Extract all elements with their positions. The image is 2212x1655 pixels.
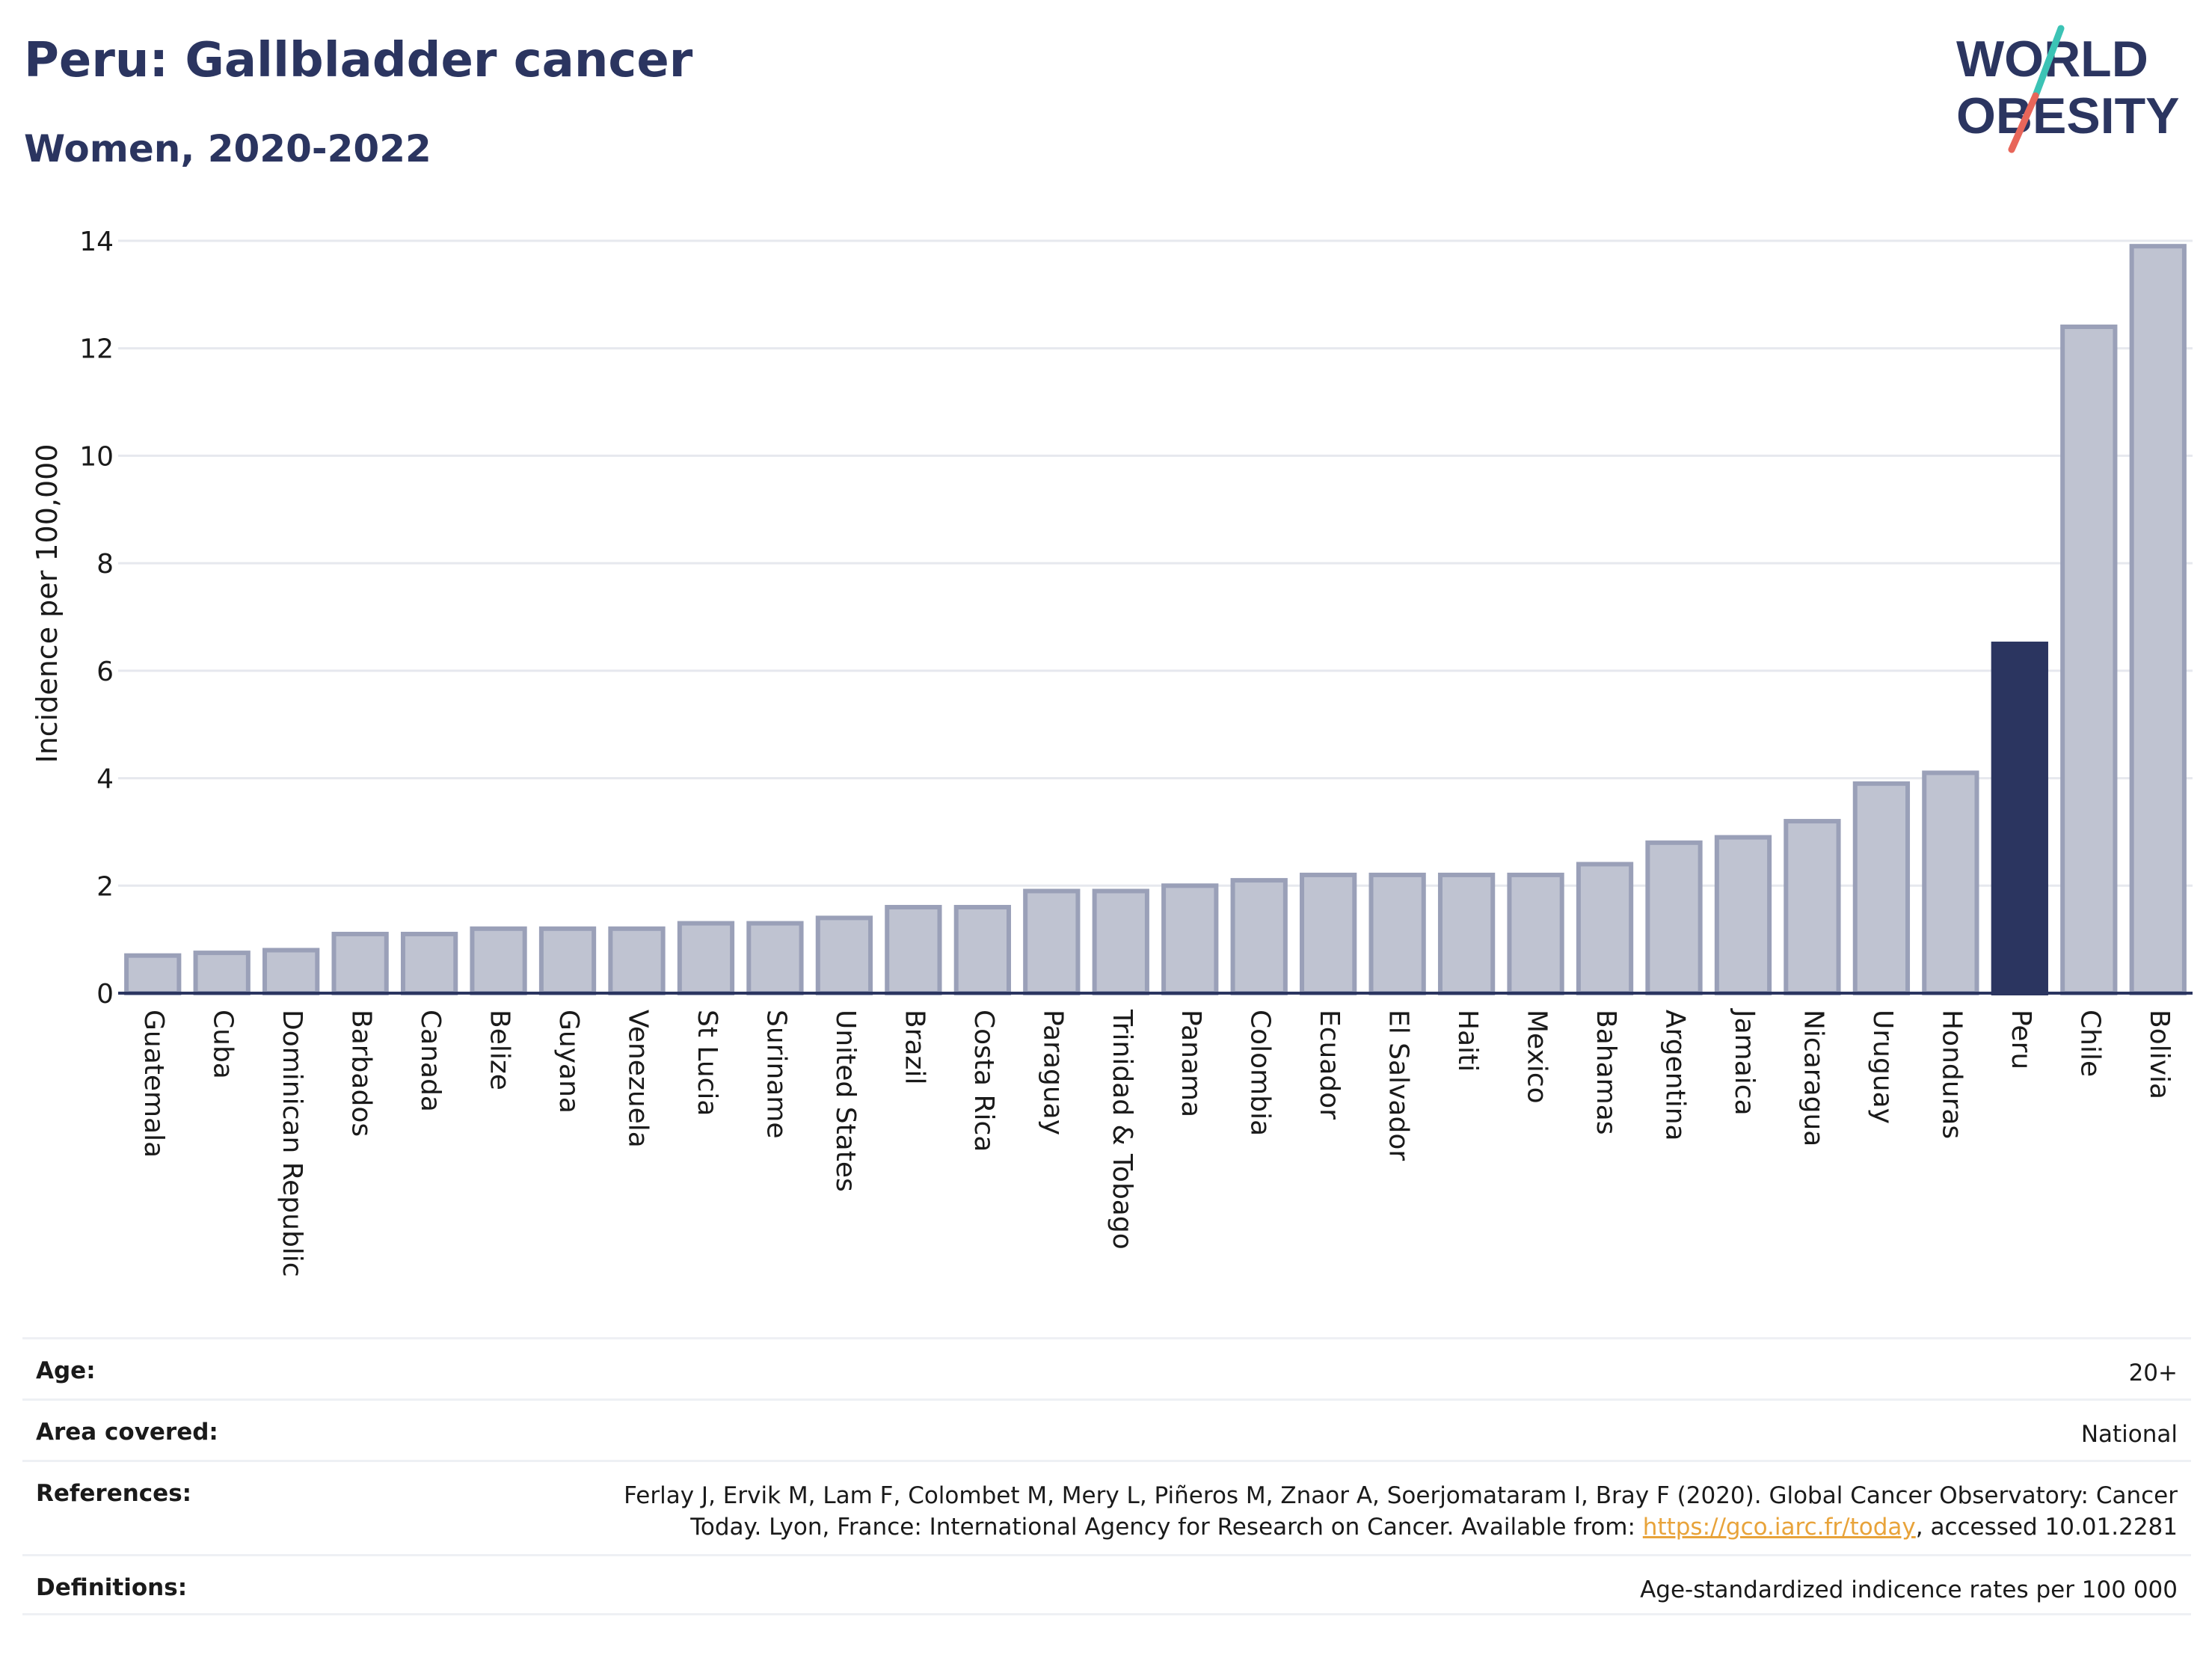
bar-united-states[interactable] <box>815 915 873 996</box>
y-axis-label: Incidence per 100,000 <box>31 443 64 763</box>
x-tick-label: Canada <box>415 1010 446 1112</box>
bars <box>124 244 2187 996</box>
definitions-value: Age-standardized indicence rates per 100… <box>1640 1576 2178 1603</box>
x-tick-label: Uruguay <box>1867 1010 1898 1124</box>
y-tick-label: 14 <box>79 227 114 257</box>
x-tick-label: Guyana <box>553 1010 584 1114</box>
x-tick-label: Argentina <box>1660 1010 1691 1141</box>
x-tick-label: Paraguay <box>1037 1010 1068 1135</box>
bar-trinidad-tobago[interactable] <box>1092 888 1149 995</box>
bar-paraguay[interactable] <box>1023 888 1081 995</box>
references-value: Ferlay J, Ervik M, Lam F, Colombet M, Me… <box>624 1462 2178 1543</box>
bar-suriname[interactable] <box>746 921 804 995</box>
bar-bahamas[interactable] <box>1576 862 1634 995</box>
bar-argentina[interactable] <box>1645 840 1703 996</box>
bar-panama[interactable] <box>1161 883 1219 996</box>
logo-slash-coral <box>2008 92 2039 153</box>
bar-venezuela[interactable] <box>608 926 666 996</box>
y-tick-label: 10 <box>79 441 114 472</box>
x-tick-label: Cuba <box>208 1010 239 1079</box>
x-tick-label: Brazil <box>899 1010 930 1084</box>
world-obesity-logo: WORLD OBESITY <box>1956 25 2180 153</box>
references-text-3: , accessed 10.01.2281 <box>1915 1514 2178 1541</box>
logo-word-obesity: OBESITY <box>1956 87 2180 144</box>
metadata-table: Age: 20+ Area covered: National Referenc… <box>22 1337 2191 1615</box>
x-tick-label: Chile <box>2074 1010 2105 1077</box>
x-tick-label: United States <box>830 1010 861 1192</box>
x-tick-label: Jamaica <box>1729 1008 1760 1116</box>
bar-guatemala[interactable] <box>124 953 182 995</box>
bar-colombia[interactable] <box>1230 878 1288 995</box>
x-tick-label: Belize <box>485 1010 515 1090</box>
labels: 0 2 4 6 8 10 12 14 Guatemala Cuba Dominican Republ… <box>79 227 2175 1277</box>
x-tick-label: Costa Rica <box>968 1010 999 1152</box>
area-label: Area covered: <box>36 1419 218 1446</box>
references-label: References: <box>36 1480 192 1507</box>
bar-guyana[interactable] <box>538 926 597 996</box>
y-tick-label: 6 <box>96 657 114 687</box>
age-value: 20+ <box>2128 1360 2178 1387</box>
x-tick-label: Dominican Republic <box>277 1010 307 1277</box>
y-tick-label: 0 <box>96 979 114 1010</box>
x-tick-label: Guatemala <box>138 1010 169 1158</box>
x-tick-label: Honduras <box>1936 1010 1967 1139</box>
bar-chart: 0 2 4 6 8 10 12 14 Guatemala Cuba Dominican Republ… <box>31 227 2193 1277</box>
x-tick-label: Bahamas <box>1591 1010 1621 1135</box>
x-tick-label: Mexico <box>1522 1010 1552 1104</box>
bar-nicaragua[interactable] <box>1784 819 1841 995</box>
x-tick-label: Panama <box>1176 1010 1206 1117</box>
bar-cuba[interactable] <box>193 951 251 996</box>
x-tick-label: Ecuador <box>1314 1010 1345 1120</box>
logo-slash-teal <box>2032 25 2065 99</box>
bar-honduras[interactable] <box>1922 770 1979 996</box>
bar-mexico[interactable] <box>1507 872 1564 996</box>
bar-brazil[interactable] <box>885 905 942 995</box>
definitions-label: Definitions: <box>36 1574 188 1601</box>
y-tick-label: 2 <box>96 871 114 902</box>
meta-row-area: Area covered: National <box>22 1398 2191 1460</box>
x-tick-label: El Salvador <box>1383 1010 1414 1161</box>
bar-haiti[interactable] <box>1437 872 1496 996</box>
bar-costa-rica[interactable] <box>953 905 1011 995</box>
chart-subtitle: Women, 2020-2022 <box>24 127 431 171</box>
x-tick-label: Barbados <box>346 1010 377 1137</box>
bar-peru[interactable] <box>1991 641 2048 996</box>
x-tick-label: Bolivia <box>2144 1010 2175 1099</box>
y-tick-label: 12 <box>79 334 114 365</box>
meta-row-definitions: Definitions: Age-standardized indicence … <box>22 1554 2191 1615</box>
bar-jamaica[interactable] <box>1714 835 1772 995</box>
bar-el-salvador[interactable] <box>1368 872 1426 996</box>
gridlines <box>118 239 2193 887</box>
x-tick-label: Trinidad & Tobago <box>1107 1009 1137 1250</box>
area-value: National <box>2080 1421 2178 1448</box>
x-tick-label: Peru <box>2006 1010 2036 1069</box>
chart-title: Peru: Gallbladder cancer <box>24 33 693 88</box>
bar-st-lucia[interactable] <box>677 921 735 995</box>
age-label: Age: <box>36 1357 96 1384</box>
meta-row-age: Age: 20+ <box>22 1337 2191 1398</box>
bar-chile[interactable] <box>2060 324 2118 995</box>
y-tick-label: 4 <box>96 764 114 795</box>
references-text-1: Ferlay J, Ervik M, Lam F, Colombet M, Me… <box>624 1482 2178 1509</box>
meta-row-references: References: Ferlay J, Ervik M, Lam F, Co… <box>22 1460 2191 1554</box>
bar-belize[interactable] <box>470 926 527 996</box>
x-tick-label: Venezuela <box>623 1010 654 1148</box>
bar-barbados[interactable] <box>331 931 389 996</box>
bar-canada[interactable] <box>400 931 458 996</box>
x-tick-label: Nicaragua <box>1798 1010 1828 1146</box>
bar-bolivia[interactable] <box>2129 244 2187 995</box>
x-tick-label: St Lucia <box>692 1010 722 1117</box>
x-tick-label: Colombia <box>1245 1010 1276 1136</box>
x-tick-label: Suriname <box>761 1010 791 1139</box>
bar-dominican-republic[interactable] <box>262 948 320 995</box>
bar-uruguay[interactable] <box>1852 781 1911 996</box>
references-text-2: Today. Lyon, France: International Agenc… <box>690 1514 1643 1541</box>
x-tick-label: Haiti <box>1452 1010 1483 1072</box>
references-link[interactable]: https://gco.iarc.fr/today <box>1642 1514 1916 1541</box>
y-tick-label: 8 <box>96 549 114 580</box>
bar-ecuador[interactable] <box>1300 872 1357 996</box>
